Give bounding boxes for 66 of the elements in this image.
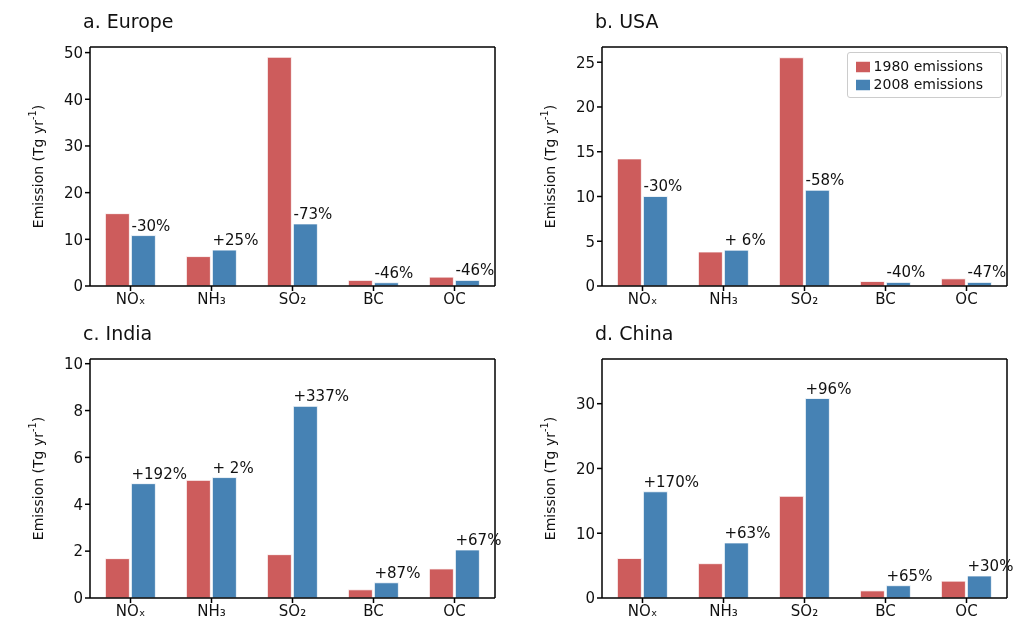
y-tick-label: 20 [63,183,83,202]
annotation: -58% [805,171,845,190]
y-tick-label: 6 [73,448,83,467]
annotation: -30% [131,216,171,235]
x-tick-label: BC [875,601,896,620]
x-tick-label: NOₓ [627,601,658,620]
x-tick-label: BC [363,289,384,308]
chart-title: a. Europe [83,10,174,32]
x-tick-label: SO₂ [278,601,307,620]
y-tick-label: 30 [575,395,595,414]
x-tick-label: BC [363,601,384,620]
y-tick-label: 20 [575,98,595,117]
annotation: -40% [886,263,926,282]
annotation: +192% [131,464,187,483]
x-tick-label: BC [875,289,896,308]
y-tick-label: 5 [585,232,595,251]
y-tick-label: 2 [73,542,83,561]
x-tick-label: NH₃ [197,289,226,308]
annotation: -46% [374,263,414,282]
x-tick-label: OC [443,289,466,308]
annotation: + 2% [212,458,254,477]
annotation: +87% [374,563,421,582]
y-tick-label: 15 [575,143,595,162]
annotation: +337% [293,387,349,406]
annotation: + 6% [724,231,766,250]
x-tick-label: SO₂ [790,601,819,620]
x-tick-label: SO₂ [790,289,819,308]
y-tick-label: 0 [585,589,595,608]
annotation: -47% [967,263,1007,282]
annotation: +25% [212,231,259,250]
x-tick-label: NOₓ [627,289,658,308]
y-tick-label: 0 [585,277,595,296]
y-tick-label: 10 [63,355,83,374]
x-tick-label: OC [955,289,978,308]
annotation: -73% [293,204,333,223]
y-tick-label: 0 [73,277,83,296]
y-tick-label: 4 [73,495,83,514]
chart-title: b. USA [595,10,659,32]
annotation: +170% [643,472,699,491]
annotation: -30% [643,177,683,196]
y-tick-label: 25 [575,53,595,72]
x-tick-label: OC [955,601,978,620]
y-tick-label: 0 [73,589,83,608]
legend-label: 1980 emissions [873,58,983,74]
legend-label: 2008 emissions [873,76,983,92]
x-tick-label: NOₓ [115,601,146,620]
annotation: +65% [886,566,933,585]
x-tick-label: SO₂ [278,289,307,308]
chart-title: d. China [595,322,674,344]
chart-title: c. India [83,322,153,344]
y-tick-label: 30 [63,137,83,156]
y-tick-label: 10 [63,230,83,249]
y-tick-label: 10 [575,524,595,543]
y-tick-label: 10 [575,187,595,206]
x-tick-label: NOₓ [115,289,146,308]
x-tick-label: OC [443,601,466,620]
annotation: +96% [805,379,852,398]
annotation: +63% [724,523,771,542]
y-tick-label: 50 [63,43,83,62]
y-tick-label: 40 [63,90,83,109]
y-tick-label: 8 [73,401,83,420]
annotation: -46% [455,261,495,280]
y-tick-label: 20 [575,459,595,478]
x-tick-label: NH₃ [709,601,738,620]
x-tick-label: NH₃ [197,601,226,620]
x-tick-label: NH₃ [709,289,738,308]
